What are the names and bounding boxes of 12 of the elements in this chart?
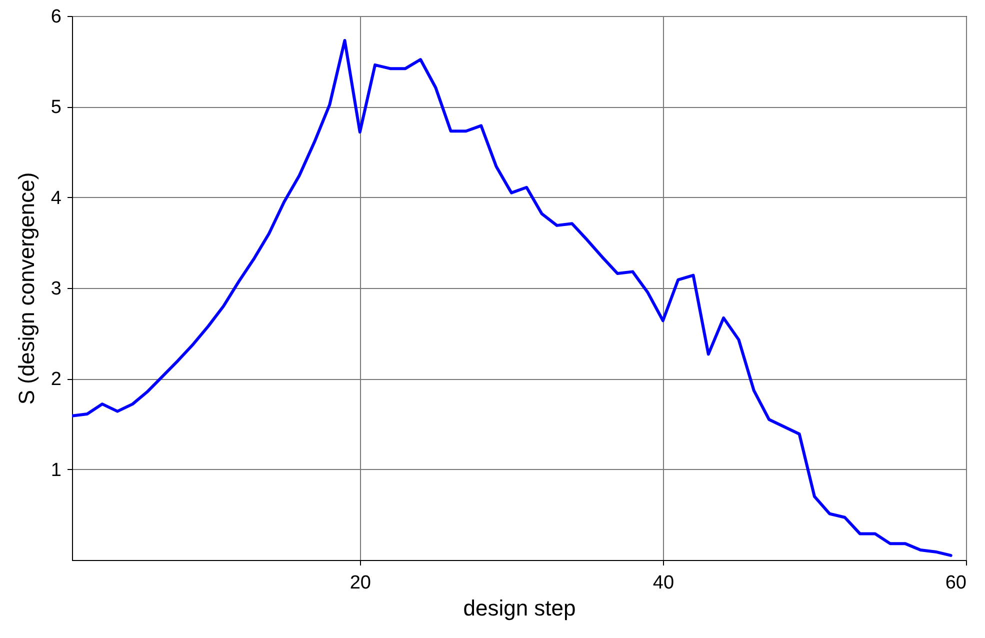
y-axis-title: S (design convergence): [14, 172, 39, 405]
y-tick-label: 4: [50, 188, 62, 209]
x-tick-label: 60: [945, 572, 966, 594]
x-tick-label: 40: [652, 572, 674, 594]
x-tick-label: 20: [350, 572, 371, 594]
line-series: [72, 38, 952, 557]
y-tick-label: 2: [50, 369, 62, 390]
y-tick-label: 5: [50, 97, 62, 118]
y-tick-label: 6: [50, 6, 62, 28]
x-axis-title: design step: [463, 596, 576, 620]
y-tick-label: 3: [50, 278, 62, 300]
y-tick-label: 1: [50, 460, 62, 481]
